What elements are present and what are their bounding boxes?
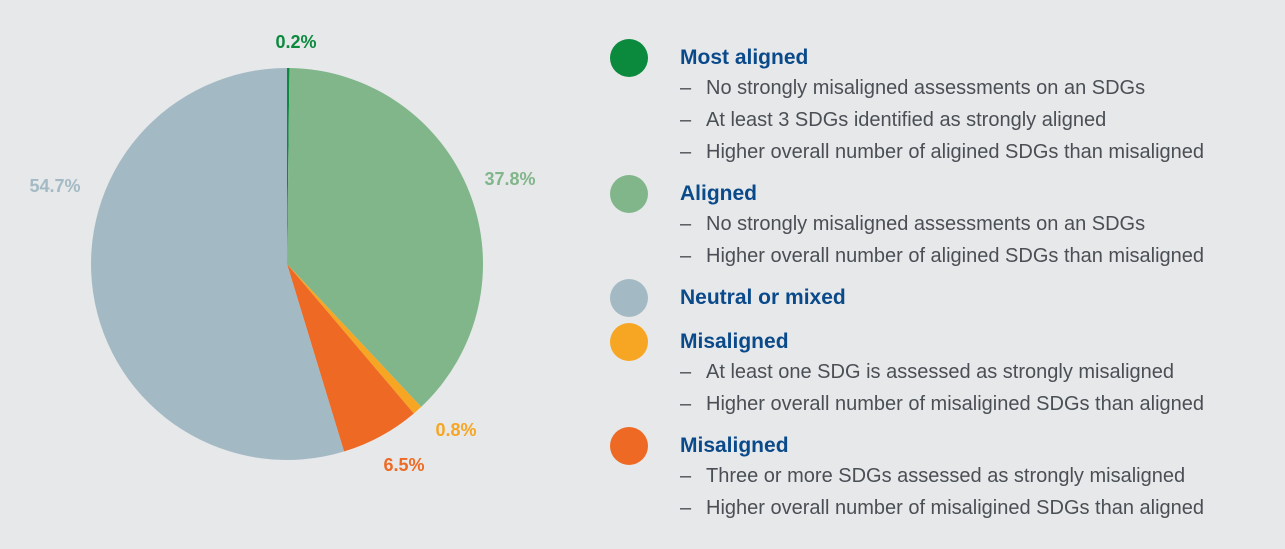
legend-title: Aligned bbox=[680, 182, 757, 205]
legend-color-swatch bbox=[610, 279, 648, 317]
legend-criterion-text: Higher overall number of aligined SDGs t… bbox=[706, 141, 1205, 163]
legend-criteria-list: – No strongly misaligned assessments on a… bbox=[680, 208, 1278, 272]
legend-criterion-text: Higher overall number of misaligined SDG… bbox=[706, 497, 1205, 519]
legend-criterion: – At least one SDG is assessed as strongl… bbox=[680, 356, 1278, 388]
slice-label-2: 0.8% bbox=[435, 420, 476, 440]
legend-criterion: – No strongly misaligned assessments on a… bbox=[680, 208, 1278, 240]
legend-criterion: – Higher overall number of misaligined SD… bbox=[680, 388, 1278, 420]
pie-slice-0 bbox=[287, 68, 290, 264]
legend-criteria-list: – At least one SDG is assessed as strongl… bbox=[680, 356, 1278, 420]
legend-criteria-list: – No strongly misaligned assessments on a… bbox=[680, 72, 1278, 168]
legend-criterion-text: Higher overall number of misaligined SDG… bbox=[706, 393, 1205, 415]
legend-color-swatch bbox=[610, 175, 648, 213]
legend-criterion: – Higher overall number of aligined SDGs … bbox=[680, 240, 1278, 272]
dash-bullet: – bbox=[680, 465, 692, 487]
legend-color-swatch bbox=[610, 39, 648, 77]
dash-bullet: – bbox=[680, 361, 692, 383]
slice-label-1: 37.8% bbox=[484, 169, 535, 189]
dash-bullet: – bbox=[680, 109, 692, 131]
legend-criterion: – At least 3 SDGs identified as strongly … bbox=[680, 104, 1278, 136]
legend-group: Neutral or mixed bbox=[608, 278, 1278, 318]
pie-slice-2 bbox=[287, 264, 422, 414]
legend-group: Most aligned – No strongly misaligned asse… bbox=[608, 38, 1278, 168]
legend-color-swatch bbox=[610, 427, 648, 465]
pie-chart: 0.2% 37.8% 0.8% 6.5% 54.7% bbox=[29, 32, 535, 475]
legend-title: Neutral or mixed bbox=[680, 286, 846, 309]
slice-label-3: 6.5% bbox=[383, 455, 424, 475]
dash-bullet: – bbox=[680, 141, 692, 163]
pie-slice-4 bbox=[91, 68, 345, 461]
legend-criterion-text: No strongly misaligned assessments on an… bbox=[706, 213, 1146, 235]
legend-title: Most aligned bbox=[680, 46, 809, 69]
legend-criterion: – Higher overall number of misaligined SD… bbox=[680, 492, 1278, 524]
slice-label-4: 54.7% bbox=[29, 176, 80, 196]
legend-criterion: – Higher overall number of aligined SDGs … bbox=[680, 136, 1278, 168]
dash-bullet: – bbox=[680, 245, 692, 267]
legend-criterion: – Three or more SDGs assessed as strongly… bbox=[680, 460, 1278, 492]
legend-group: Misaligned – At least one SDG is assessed … bbox=[608, 322, 1278, 420]
dash-bullet: – bbox=[680, 393, 692, 415]
legend-criterion-text: No strongly misaligned assessments on an… bbox=[706, 77, 1146, 99]
dash-bullet: – bbox=[680, 213, 692, 235]
pie-slice-1 bbox=[287, 68, 483, 407]
legend: Most aligned – No strongly misaligned asse… bbox=[608, 38, 1278, 530]
legend-criteria-list: – Three or more SDGs assessed as strongly… bbox=[680, 460, 1278, 524]
legend-criterion-text: At least 3 SDGs identified as strongly a… bbox=[706, 109, 1107, 131]
legend-title: Misaligned bbox=[680, 330, 789, 353]
legend-group: Aligned – No strongly misaligned assessmen… bbox=[608, 174, 1278, 272]
pie-slice-3 bbox=[287, 264, 414, 452]
legend-criterion-text: At least one SDG is assessed as strongly… bbox=[706, 361, 1174, 383]
dash-bullet: – bbox=[680, 497, 692, 519]
legend-criterion-text: Higher overall number of aligined SDGs t… bbox=[706, 245, 1205, 267]
slice-label-0: 0.2% bbox=[275, 32, 316, 52]
legend-criterion: – No strongly misaligned assessments on a… bbox=[680, 72, 1278, 104]
legend-group: Misaligned – Three or more SDGs assessed a… bbox=[608, 426, 1278, 524]
legend-title: Misaligned bbox=[680, 434, 789, 457]
dash-bullet: – bbox=[680, 77, 692, 99]
legend-criterion-text: Three or more SDGs assessed as strongly … bbox=[706, 465, 1186, 487]
legend-color-swatch bbox=[610, 323, 648, 361]
